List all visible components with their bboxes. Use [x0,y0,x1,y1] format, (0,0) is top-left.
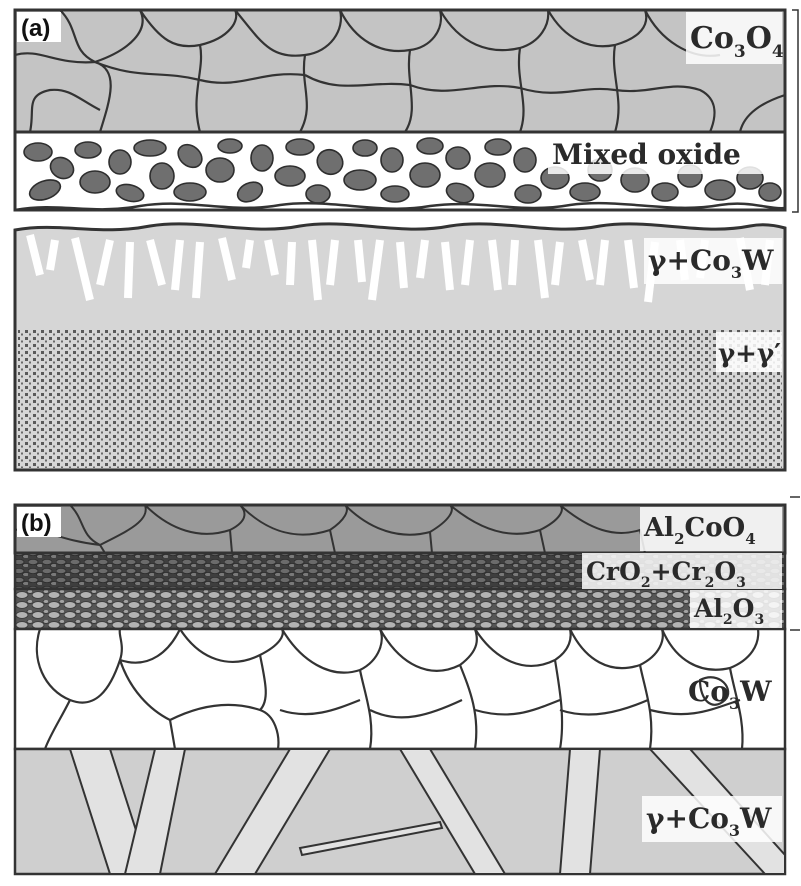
gamma-gamma-prime-region [18,330,782,468]
co3w-label: Co3W [688,675,772,713]
panel-a-label: (a) [21,15,50,42]
al2o3-label: Al2O3 [693,594,764,628]
panel-b-label: (b) [21,510,52,537]
gamma-co3w-label-box-a [644,238,782,284]
co3w-layer [13,627,787,751]
cr-oxide-label-box [582,553,782,589]
panel-b-label-box [17,507,61,537]
panel-a-label-box [17,12,61,42]
co3o4-layer [13,8,787,134]
gamma-co3w-label-box-b [642,796,782,842]
gamma-co3w-label-a: γ+Co3W [648,244,774,282]
al2o3-layer [13,587,787,631]
panel-b: (b) Al2CoO4 CrO2+Cr2O3 Al2O3 Co3W γ+Co3W [13,496,800,876]
gamma-co3w-region-b [13,747,787,876]
panel-a: (a) Co3O4 Mixed oxide γ+Co3W γ+γ′ [13,8,799,472]
gamma-co3w-label-b: γ+Co3W [646,802,772,840]
al2o3-label-box [690,590,782,628]
mixed-oxide-label-box [548,134,782,174]
gamma-gamma-prime-label-box [716,332,782,372]
oxide-scale-bracket [792,9,799,213]
gamma-gamma-prime-label: γ+γ′ [718,339,781,369]
co3o4-label-box [686,12,782,64]
cr-oxide-label: CrO2+Cr2O3 [586,557,746,591]
co3o4-label: Co3O4 [690,21,784,62]
al2coo4-label: Al2CoO4 [643,513,756,548]
mixed-oxide-label: Mixed oxide [552,138,741,171]
al2coo4-label-box [640,507,782,551]
